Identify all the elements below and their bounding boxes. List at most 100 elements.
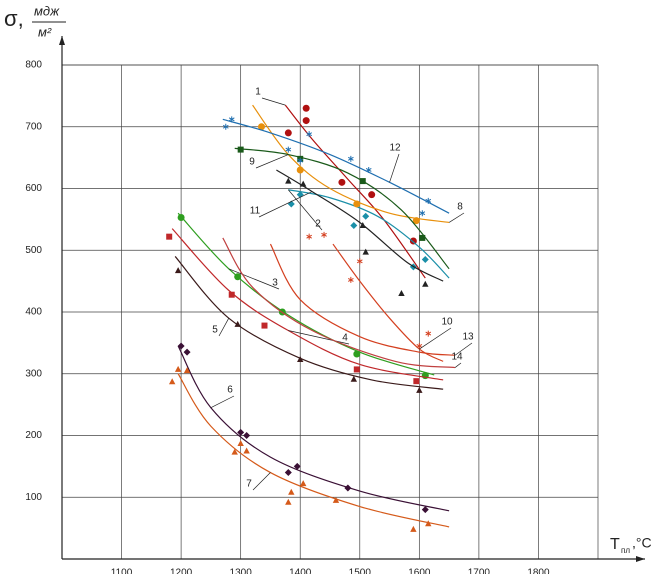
- curve-label: 10: [441, 317, 453, 328]
- marker: [421, 256, 429, 264]
- marker: [419, 210, 426, 217]
- x-tick-label: 1800: [527, 568, 550, 574]
- marker: [177, 214, 185, 222]
- marker: [365, 166, 372, 173]
- curve: [332, 243, 444, 362]
- curve: [234, 147, 450, 270]
- x-label-unit: ,°C: [632, 535, 652, 551]
- leader-line: [454, 342, 473, 356]
- curve-label: 1: [255, 87, 261, 98]
- marker: [419, 234, 426, 241]
- y-tick-label: 800: [25, 60, 42, 71]
- curve-label: 7: [246, 479, 252, 490]
- x-tick-label: 1700: [468, 568, 491, 574]
- curve: [284, 104, 426, 279]
- curve: [171, 228, 444, 381]
- curve: [177, 373, 450, 528]
- marker: [284, 469, 292, 477]
- leader-line: [228, 268, 280, 290]
- marker: [168, 378, 176, 385]
- x-tick-label: 1600: [408, 568, 431, 574]
- y-label-denominator: м²: [38, 24, 52, 39]
- marker: [258, 123, 266, 131]
- marker: [228, 116, 235, 123]
- marker: [237, 428, 245, 436]
- curve-label: 4: [342, 333, 348, 344]
- marker: [306, 131, 313, 138]
- y-tick-label: 100: [25, 492, 42, 503]
- y-tick-label: 200: [25, 430, 42, 441]
- marker: [362, 212, 370, 220]
- x-tick-label: 1300: [230, 568, 253, 574]
- leader-line: [454, 362, 462, 368]
- leader-line: [389, 153, 400, 183]
- marker: [300, 480, 307, 487]
- marker: [347, 276, 354, 283]
- leader-line: [258, 191, 313, 218]
- marker: [237, 146, 244, 153]
- marker: [410, 525, 417, 532]
- marker: [177, 342, 185, 350]
- marker: [234, 273, 242, 281]
- leader-line: [288, 189, 323, 231]
- y-tick-label: 500: [25, 245, 42, 256]
- y-axis-arrow: [59, 36, 65, 45]
- leader-line: [252, 472, 271, 491]
- marker: [166, 233, 173, 240]
- curve-label: 3: [272, 278, 278, 289]
- marker: [302, 104, 310, 112]
- leader-line: [210, 395, 235, 409]
- marker: [237, 440, 244, 447]
- marker: [174, 267, 182, 274]
- marker: [183, 367, 191, 374]
- marker: [293, 462, 301, 470]
- marker: [285, 177, 292, 184]
- x-axis-arrow: [636, 556, 645, 562]
- marker: [350, 375, 358, 382]
- curve: [177, 345, 450, 512]
- marker: [183, 348, 191, 356]
- marker: [321, 231, 327, 238]
- marker: [353, 366, 360, 373]
- y-tick-label: 600: [25, 183, 42, 194]
- curve-label: 9: [249, 157, 255, 168]
- y-tick-label: 400: [25, 307, 42, 318]
- y-tick-label: 300: [25, 368, 42, 379]
- curve: [174, 256, 444, 390]
- leader-line: [288, 330, 350, 345]
- marker: [353, 350, 361, 358]
- leader-line: [261, 97, 286, 106]
- marker: [243, 447, 250, 454]
- leader-line: [255, 154, 289, 169]
- marker: [231, 448, 238, 455]
- curve: [177, 212, 435, 376]
- x-tick-label: 1200: [170, 568, 193, 574]
- marker: [300, 180, 307, 187]
- marker: [332, 496, 340, 503]
- marker: [422, 280, 429, 287]
- marker: [359, 222, 366, 229]
- leader-line: [218, 318, 230, 337]
- curve-label: 13: [462, 332, 474, 343]
- marker: [228, 291, 235, 298]
- x-tick-label: 1100: [111, 568, 133, 574]
- marker: [362, 248, 369, 255]
- curve-label: 8: [457, 202, 463, 213]
- curve-label: 11: [250, 206, 261, 217]
- marker: [338, 178, 346, 186]
- curve: [288, 189, 450, 279]
- x-tick-label: 1400: [289, 568, 312, 574]
- marker: [234, 320, 241, 327]
- marker: [350, 222, 358, 230]
- marker: [297, 356, 304, 363]
- marker: [297, 157, 304, 164]
- curve-label: 2: [315, 219, 321, 230]
- curve: [222, 237, 456, 369]
- curve: [252, 104, 450, 224]
- curve-label: 14: [451, 352, 463, 363]
- marker: [306, 233, 313, 240]
- marker: [412, 217, 420, 225]
- marker: [285, 146, 292, 153]
- marker: [222, 123, 229, 130]
- leader-line: [419, 327, 452, 350]
